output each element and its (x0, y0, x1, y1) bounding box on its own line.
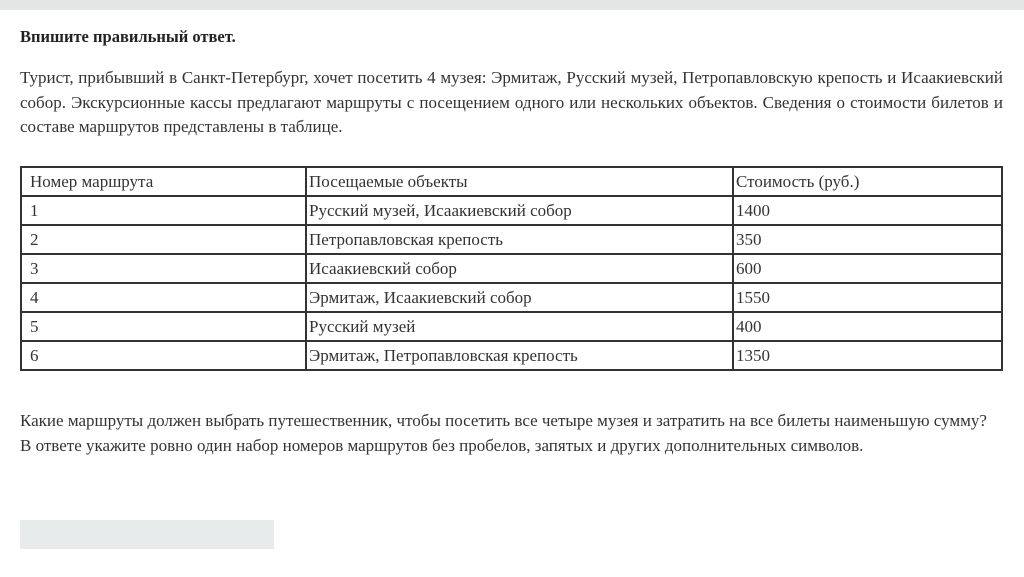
route-cost: 350 (732, 224, 1003, 255)
header-cost: Стоимость (руб.) (732, 166, 1003, 197)
routes-table: Номер маршрута Посещаемые объекты Стоимо… (20, 166, 1003, 371)
table-row: 2 Петропавловская крепость 350 (20, 224, 1003, 255)
answer-input[interactable] (20, 520, 274, 549)
route-objects: Эрмитаж, Петропавловская крепость (305, 340, 734, 371)
route-number: 5 (20, 311, 307, 342)
question-block: Какие маршруты должен выбрать путешестве… (20, 409, 1003, 458)
instruction-text: В ответе укажите ровно один набор номеро… (20, 435, 864, 455)
route-number: 3 (20, 253, 307, 284)
header-objects: Посещаемые объекты (305, 166, 734, 197)
table-row: 4 Эрмитаж, Исаакиевский собор 1550 (20, 282, 1003, 313)
route-number: 6 (20, 340, 307, 371)
route-cost: 1350 (732, 340, 1003, 371)
route-number: 2 (20, 224, 307, 255)
route-objects: Русский музей, Исаакиевский собор (305, 195, 734, 226)
route-cost: 1550 (732, 282, 1003, 313)
table-row: 6 Эрмитаж, Петропавловская крепость 1350 (20, 340, 1003, 371)
route-objects: Петропавловская крепость (305, 224, 734, 255)
route-cost: 400 (732, 311, 1003, 342)
route-objects: Русский музей (305, 311, 734, 342)
task-intro: Турист, прибывший в Санкт-Петербург, хоч… (20, 68, 1003, 136)
route-cost: 1400 (732, 195, 1003, 226)
route-cost: 600 (732, 253, 1003, 284)
top-bar (0, 0, 1024, 10)
route-objects: Исаакиевский собор (305, 253, 734, 284)
table-row: 3 Исаакиевский собор 600 (20, 253, 1003, 284)
table-row: 1 Русский музей, Исаакиевский собор 1400 (20, 195, 1003, 226)
table-header-row: Номер маршрута Посещаемые объекты Стоимо… (20, 166, 1003, 197)
route-objects: Эрмитаж, Исаакиевский собор (305, 282, 734, 313)
task-title: Впишите правильный ответ. (20, 27, 236, 46)
question-text: Какие маршруты должен выбрать путешестве… (20, 411, 987, 430)
header-route-number: Номер маршрута (20, 166, 307, 197)
table-row: 5 Русский музей 400 (20, 311, 1003, 342)
route-number: 4 (20, 282, 307, 313)
route-number: 1 (20, 195, 307, 226)
